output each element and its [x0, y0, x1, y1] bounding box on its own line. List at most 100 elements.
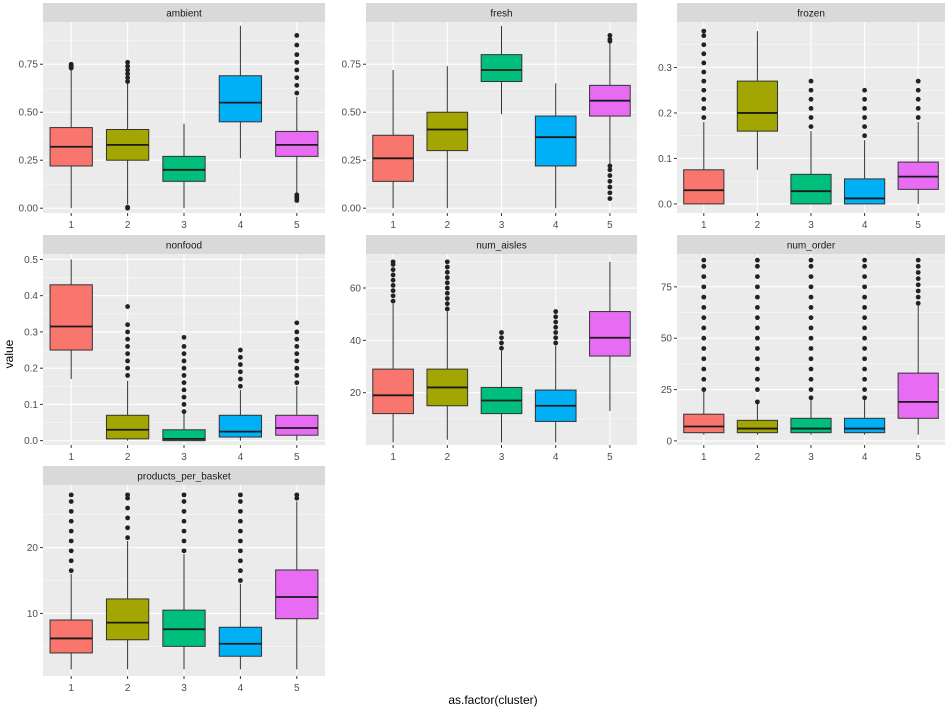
- outlier-point: [862, 335, 867, 341]
- x-tick-label: 5: [294, 220, 300, 231]
- outlier-point: [181, 365, 187, 371]
- outlier-point: [553, 324, 559, 330]
- outlier-point: [294, 42, 300, 48]
- outlier-point: [181, 548, 187, 554]
- outlier-point: [607, 196, 613, 202]
- outlier-point: [390, 259, 396, 265]
- box-cluster-5: [589, 33, 631, 202]
- outlier-point: [808, 96, 814, 102]
- outlier-point: [125, 79, 130, 84]
- outlier-point: [238, 376, 243, 382]
- outlier-point: [862, 96, 867, 102]
- facet-strip: [366, 235, 637, 254]
- y-tick-label: 0.0: [658, 199, 672, 210]
- outlier-point: [390, 277, 396, 283]
- iqr-box: [218, 414, 263, 438]
- outlier-point: [125, 535, 130, 541]
- y-tick-label: 0.25: [19, 156, 39, 167]
- outlier-point: [294, 67, 300, 73]
- outlier-point: [238, 362, 243, 367]
- outlier-point: [607, 33, 613, 38]
- outlier-point: [915, 282, 921, 288]
- box-cluster-2: [736, 257, 778, 435]
- outlier-point: [125, 515, 130, 521]
- x-tick-label: 1: [68, 220, 74, 231]
- y-tick-label: 0.3: [24, 327, 38, 338]
- outlier-point: [808, 115, 814, 120]
- box-cluster-1: [683, 28, 725, 205]
- x-tick-label: 1: [390, 220, 396, 231]
- x-tick-label: 4: [553, 220, 559, 231]
- y-tick-label: 60: [350, 284, 362, 295]
- y-axis-title: value: [2, 339, 16, 368]
- outlier-point: [238, 354, 243, 360]
- iqr-box: [844, 178, 886, 205]
- outlier-point: [181, 351, 187, 357]
- outlier-point: [238, 383, 243, 389]
- y-tick-label: 20: [27, 543, 39, 554]
- outlier-point: [701, 346, 707, 351]
- outlier-point: [68, 568, 74, 574]
- outlier-point: [755, 366, 760, 372]
- outlier-point: [701, 96, 707, 102]
- y-tick-label: 0.50: [19, 108, 39, 119]
- y-tick-label: 0.1: [24, 400, 38, 411]
- outlier-point: [755, 304, 760, 310]
- outlier-point: [181, 387, 187, 393]
- outlier-point: [181, 394, 187, 400]
- outlier-point: [701, 387, 707, 392]
- outlier-point: [808, 274, 814, 279]
- outlier-point: [915, 294, 921, 300]
- iqr-box: [275, 414, 319, 436]
- iqr-box: [589, 311, 631, 357]
- outlier-point: [607, 184, 613, 190]
- outlier-point: [808, 284, 814, 290]
- outlier-point: [915, 87, 921, 93]
- box-cluster-5: [275, 492, 319, 670]
- box-cluster-3: [790, 257, 832, 435]
- outlier-point: [701, 304, 707, 310]
- outlier-point: [238, 508, 243, 514]
- y-tick-label: 40: [350, 336, 362, 347]
- outlier-point: [808, 376, 814, 382]
- outlier-point: [755, 315, 760, 321]
- outlier-point: [68, 538, 74, 544]
- outlier-point: [390, 267, 396, 273]
- box-cluster-1: [372, 259, 414, 443]
- box-cluster-5: [275, 320, 319, 441]
- outlier-point: [294, 380, 300, 386]
- outlier-point: [862, 325, 867, 331]
- iqr-box: [162, 609, 206, 647]
- box-cluster-2: [105, 59, 150, 211]
- y-tick-label: 25: [661, 385, 673, 396]
- outlier-point: [294, 59, 300, 65]
- outlier-point: [755, 284, 760, 290]
- facet-strip: [43, 3, 325, 22]
- facet-strip: [366, 3, 637, 22]
- y-tick-label: 0.4: [24, 291, 38, 302]
- outlier-point: [862, 356, 867, 362]
- x-tick-label: 5: [915, 220, 921, 231]
- outlier-point: [294, 82, 300, 88]
- iqr-box: [683, 169, 725, 205]
- outlier-point: [125, 304, 130, 309]
- outlier-point: [390, 282, 396, 288]
- outlier-point: [808, 356, 814, 362]
- outlier-point: [553, 309, 559, 314]
- outlier-point: [701, 115, 707, 120]
- outlier-point: [125, 492, 130, 498]
- facet-strip-label: nonfood: [166, 241, 202, 252]
- outlier-point: [294, 329, 300, 335]
- iqr-box: [162, 429, 206, 442]
- x-tick-label: 2: [445, 452, 451, 463]
- outlier-point: [862, 294, 867, 300]
- outlier-point: [915, 115, 921, 120]
- outlier-point: [701, 315, 707, 321]
- outlier-point: [294, 495, 300, 501]
- facet-nonfood: nonfood 0.0 0.1 0.2 0.3 0.4 0.5 1 2 3 4 5: [24, 235, 325, 463]
- outlier-point: [915, 106, 921, 111]
- outlier-point: [607, 178, 613, 184]
- x-tick-label: 4: [238, 220, 244, 231]
- x-tick-label: 2: [445, 220, 451, 231]
